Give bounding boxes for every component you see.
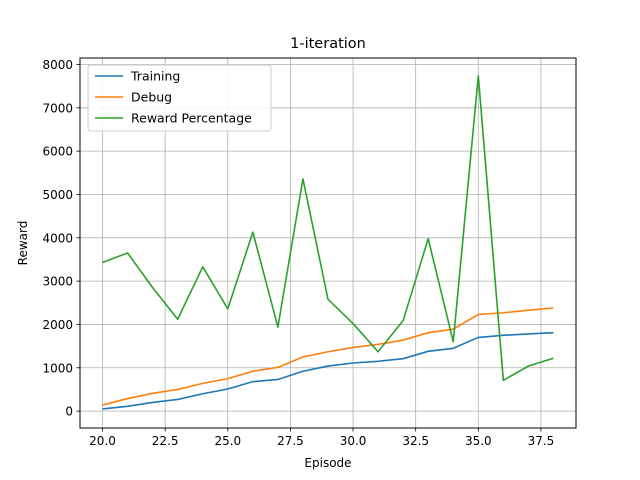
x-tick-label: 30.0 bbox=[340, 434, 367, 448]
legend-label: Reward Percentage bbox=[131, 111, 252, 126]
plot-frame bbox=[79, 57, 577, 429]
x-axis-label: Episode bbox=[304, 456, 351, 470]
x-tick-label: 37.5 bbox=[528, 434, 555, 448]
y-tick-label: 0 bbox=[65, 405, 73, 419]
x-tick-label: 25.0 bbox=[214, 434, 241, 448]
y-tick-label: 5000 bbox=[42, 188, 73, 202]
x-tick-label: 27.5 bbox=[277, 434, 304, 448]
x-tick-label: 22.5 bbox=[152, 434, 179, 448]
y-tick-label: 7000 bbox=[42, 101, 73, 115]
y-tick-label: 4000 bbox=[42, 231, 73, 245]
y-tick-label: 1000 bbox=[42, 361, 73, 375]
x-tick-label: 32.5 bbox=[402, 434, 429, 448]
y-tick-label: 3000 bbox=[42, 275, 73, 289]
y-tick-label: 2000 bbox=[42, 318, 73, 332]
y-axis-label: Reward bbox=[16, 221, 30, 266]
legend-box bbox=[87, 64, 272, 132]
axis-ticks: 20.0 22.5 25.0 27.5 30.0 32.5 35.0 37.5 0 1000 200… bbox=[42, 58, 554, 448]
legend-label: Training bbox=[130, 69, 180, 84]
legend-label: Debug bbox=[131, 90, 172, 105]
series-group bbox=[102, 74, 554, 410]
chart-title: 1-iteration bbox=[290, 36, 366, 52]
y-tick-label: 6000 bbox=[42, 145, 73, 159]
y-tick-label: 8000 bbox=[42, 58, 73, 72]
x-tick-label: 20.0 bbox=[89, 434, 116, 448]
legend: Training Debug Reward Percentage bbox=[87, 64, 272, 132]
x-tick-label: 35.0 bbox=[465, 434, 492, 448]
